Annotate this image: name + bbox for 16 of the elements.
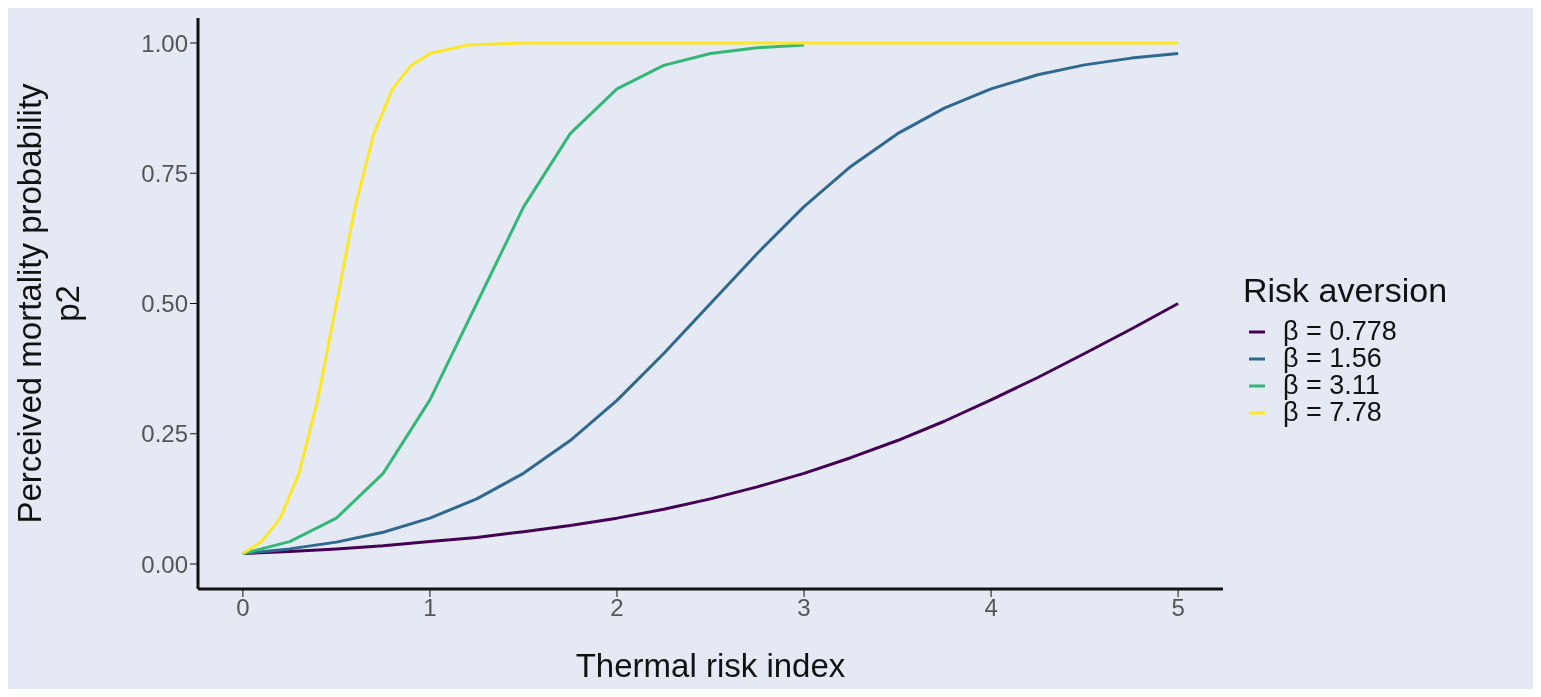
x-tick-label: 2: [610, 594, 624, 622]
x-tick-label: 4: [984, 594, 998, 622]
legend-title: Risk aversion: [1243, 271, 1449, 310]
y-axis-title: Perceived mortality probability p2: [11, 82, 86, 524]
x-tick-label: 3: [797, 594, 811, 622]
y-tick-label: 0.00: [141, 550, 188, 578]
y-tick-label: 0.75: [141, 159, 188, 187]
legend-label: β = 0.778: [1283, 316, 1397, 346]
x-tick-label: 0: [236, 594, 250, 622]
y-tick-label: 1.00: [141, 29, 188, 57]
x-tick-label: 5: [1171, 594, 1185, 622]
line-series: [241, 43, 806, 556]
x-tick-label: 1: [423, 594, 437, 622]
y-tick-label: 0.50: [141, 290, 188, 318]
y-tick-label: 0.25: [141, 420, 188, 448]
x-axis-title: Thermal risk index: [575, 647, 846, 684]
